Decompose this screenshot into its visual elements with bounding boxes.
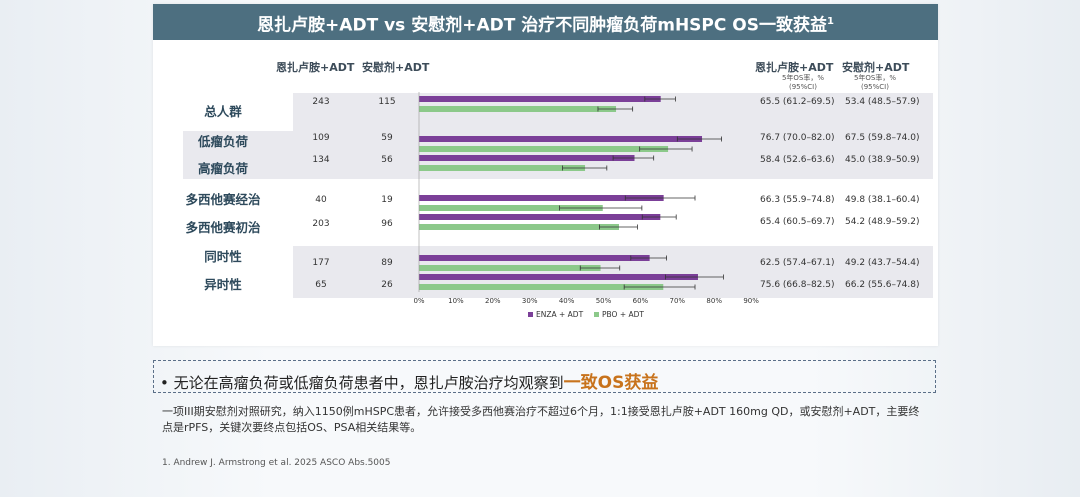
key-message-highlight: 一致OS获益 bbox=[563, 373, 659, 393]
rate-enza-row5: 62.5 (57.4–67.1) bbox=[760, 258, 835, 268]
rate-pbo-row1: 67.5 (59.8–74.0) bbox=[845, 133, 920, 143]
bar-enza-row4 bbox=[419, 214, 661, 220]
group-label-metachronous: 异时性 bbox=[204, 277, 242, 292]
n-pbo-row1: 59 bbox=[381, 133, 393, 143]
n-enza-row2: 134 bbox=[312, 155, 330, 165]
header-n-pbo: 安慰剂+ADT bbox=[362, 61, 430, 74]
rate-enza-row4: 65.4 (60.5–69.7) bbox=[760, 217, 835, 227]
slide-title: 恩扎卢胺+ADT vs 安慰剂+ADT 治疗不同肿瘤负荷mHSPC OS一致获益… bbox=[153, 4, 938, 40]
group-label-low-burden: 低瘤负荷 bbox=[197, 134, 248, 149]
n-enza-row4: 203 bbox=[312, 219, 330, 229]
x-tick-label-0: 0% bbox=[413, 297, 424, 305]
bar-enza-row1 bbox=[419, 136, 703, 142]
bar-pbo-row1 bbox=[419, 146, 669, 152]
header-rate-enza-sub: 5年OS率，% (95%CI) bbox=[781, 74, 825, 91]
bar-enza-row3 bbox=[419, 195, 664, 201]
rate-pbo-row5: 49.2 (43.7–54.4) bbox=[845, 258, 920, 268]
n-pbo-row0: 115 bbox=[378, 97, 396, 107]
n-enza-row1: 109 bbox=[312, 133, 330, 143]
x-tick-label-6: 60% bbox=[633, 297, 649, 305]
header-rate-pbo: 安慰剂+ADT bbox=[842, 61, 910, 74]
bar-enza-row5 bbox=[419, 255, 650, 261]
n-pbo-row5: 89 bbox=[381, 258, 393, 268]
group-label-high-burden: 高瘤负荷 bbox=[197, 161, 248, 176]
rate-pbo-row3: 49.8 (38.1–60.4) bbox=[845, 195, 920, 205]
x-tick-label-7: 70% bbox=[670, 297, 686, 305]
bar-pbo-row4 bbox=[419, 224, 619, 230]
x-tick-label-9: 90% bbox=[743, 297, 759, 305]
group-label-overall: 总人群 bbox=[204, 104, 242, 119]
x-tick-label-4: 40% bbox=[559, 297, 575, 305]
header-rate-enza: 恩扎卢胺+ADT bbox=[755, 61, 834, 74]
legend-label-pbo: PBO + ADT bbox=[602, 310, 644, 319]
bar-pbo-row5 bbox=[419, 265, 601, 271]
x-tick-label-8: 80% bbox=[706, 297, 722, 305]
header-n-enza: 恩扎卢胺+ADT bbox=[276, 61, 355, 74]
n-enza-row3: 40 bbox=[315, 195, 327, 205]
n-pbo-row6: 26 bbox=[381, 280, 393, 290]
n-pbo-row3: 19 bbox=[381, 195, 393, 205]
header-rate-pbo-sub: 5年OS率，% (95%CI) bbox=[853, 74, 897, 91]
rate-enza-row0: 65.5 (61.2–69.5) bbox=[760, 97, 835, 107]
reference: 1. Andrew J. Armstrong et al. 2025 ASCO … bbox=[162, 458, 391, 468]
bar-pbo-row0 bbox=[419, 106, 617, 112]
n-pbo-row4: 96 bbox=[381, 219, 393, 229]
rate-pbo-row6: 66.2 (55.6–74.8) bbox=[845, 280, 920, 290]
x-tick-label-2: 20% bbox=[485, 297, 501, 305]
legend-swatch-pbo bbox=[594, 312, 599, 317]
group-label-docetaxel-treated: 多西他赛经治 bbox=[185, 192, 261, 207]
study-description: 一项III期安慰剂对照研究，纳入1150例mHSPC患者，允许接受多西他赛治疗不… bbox=[162, 405, 920, 434]
n-enza-row5: 177 bbox=[312, 258, 330, 268]
key-message-box bbox=[153, 360, 936, 393]
n-enza-row0: 243 bbox=[312, 97, 330, 107]
legend-swatch-enza bbox=[528, 312, 533, 317]
rate-enza-row6: 75.6 (66.8–82.5) bbox=[760, 280, 835, 290]
group-label-docetaxel-naive: 多西他赛初治 bbox=[185, 220, 261, 235]
bar-pbo-row6 bbox=[419, 284, 664, 290]
x-tick-label-1: 10% bbox=[448, 297, 464, 305]
rate-pbo-row4: 54.2 (48.9–59.2) bbox=[845, 217, 920, 227]
bar-pbo-row2 bbox=[419, 165, 586, 171]
n-enza-row6: 65 bbox=[315, 280, 327, 290]
x-tick-label-3: 30% bbox=[522, 297, 538, 305]
rate-enza-row1: 76.7 (70.0–82.0) bbox=[760, 133, 835, 143]
rate-enza-row2: 58.4 (52.6–63.6) bbox=[760, 155, 835, 165]
n-pbo-row2: 56 bbox=[381, 155, 393, 165]
key-message: • 无论在高瘤负荷或低瘤负荷患者中，恩扎卢胺治疗均观察到一致OS获益 bbox=[160, 373, 659, 393]
group-label-synchronous: 同时性 bbox=[204, 249, 242, 264]
bar-enza-row2 bbox=[419, 155, 635, 161]
rate-pbo-row2: 45.0 (38.9–50.9) bbox=[845, 155, 920, 165]
bar-enza-row6 bbox=[419, 274, 698, 280]
legend-label-enza: ENZA + ADT bbox=[536, 310, 584, 319]
rate-enza-row3: 66.3 (55.9–74.8) bbox=[760, 195, 835, 205]
bar-enza-row0 bbox=[419, 96, 661, 102]
rate-pbo-row0: 53.4 (48.5–57.9) bbox=[845, 97, 920, 107]
x-tick-label-5: 50% bbox=[596, 297, 612, 305]
bar-pbo-row3 bbox=[419, 205, 603, 211]
